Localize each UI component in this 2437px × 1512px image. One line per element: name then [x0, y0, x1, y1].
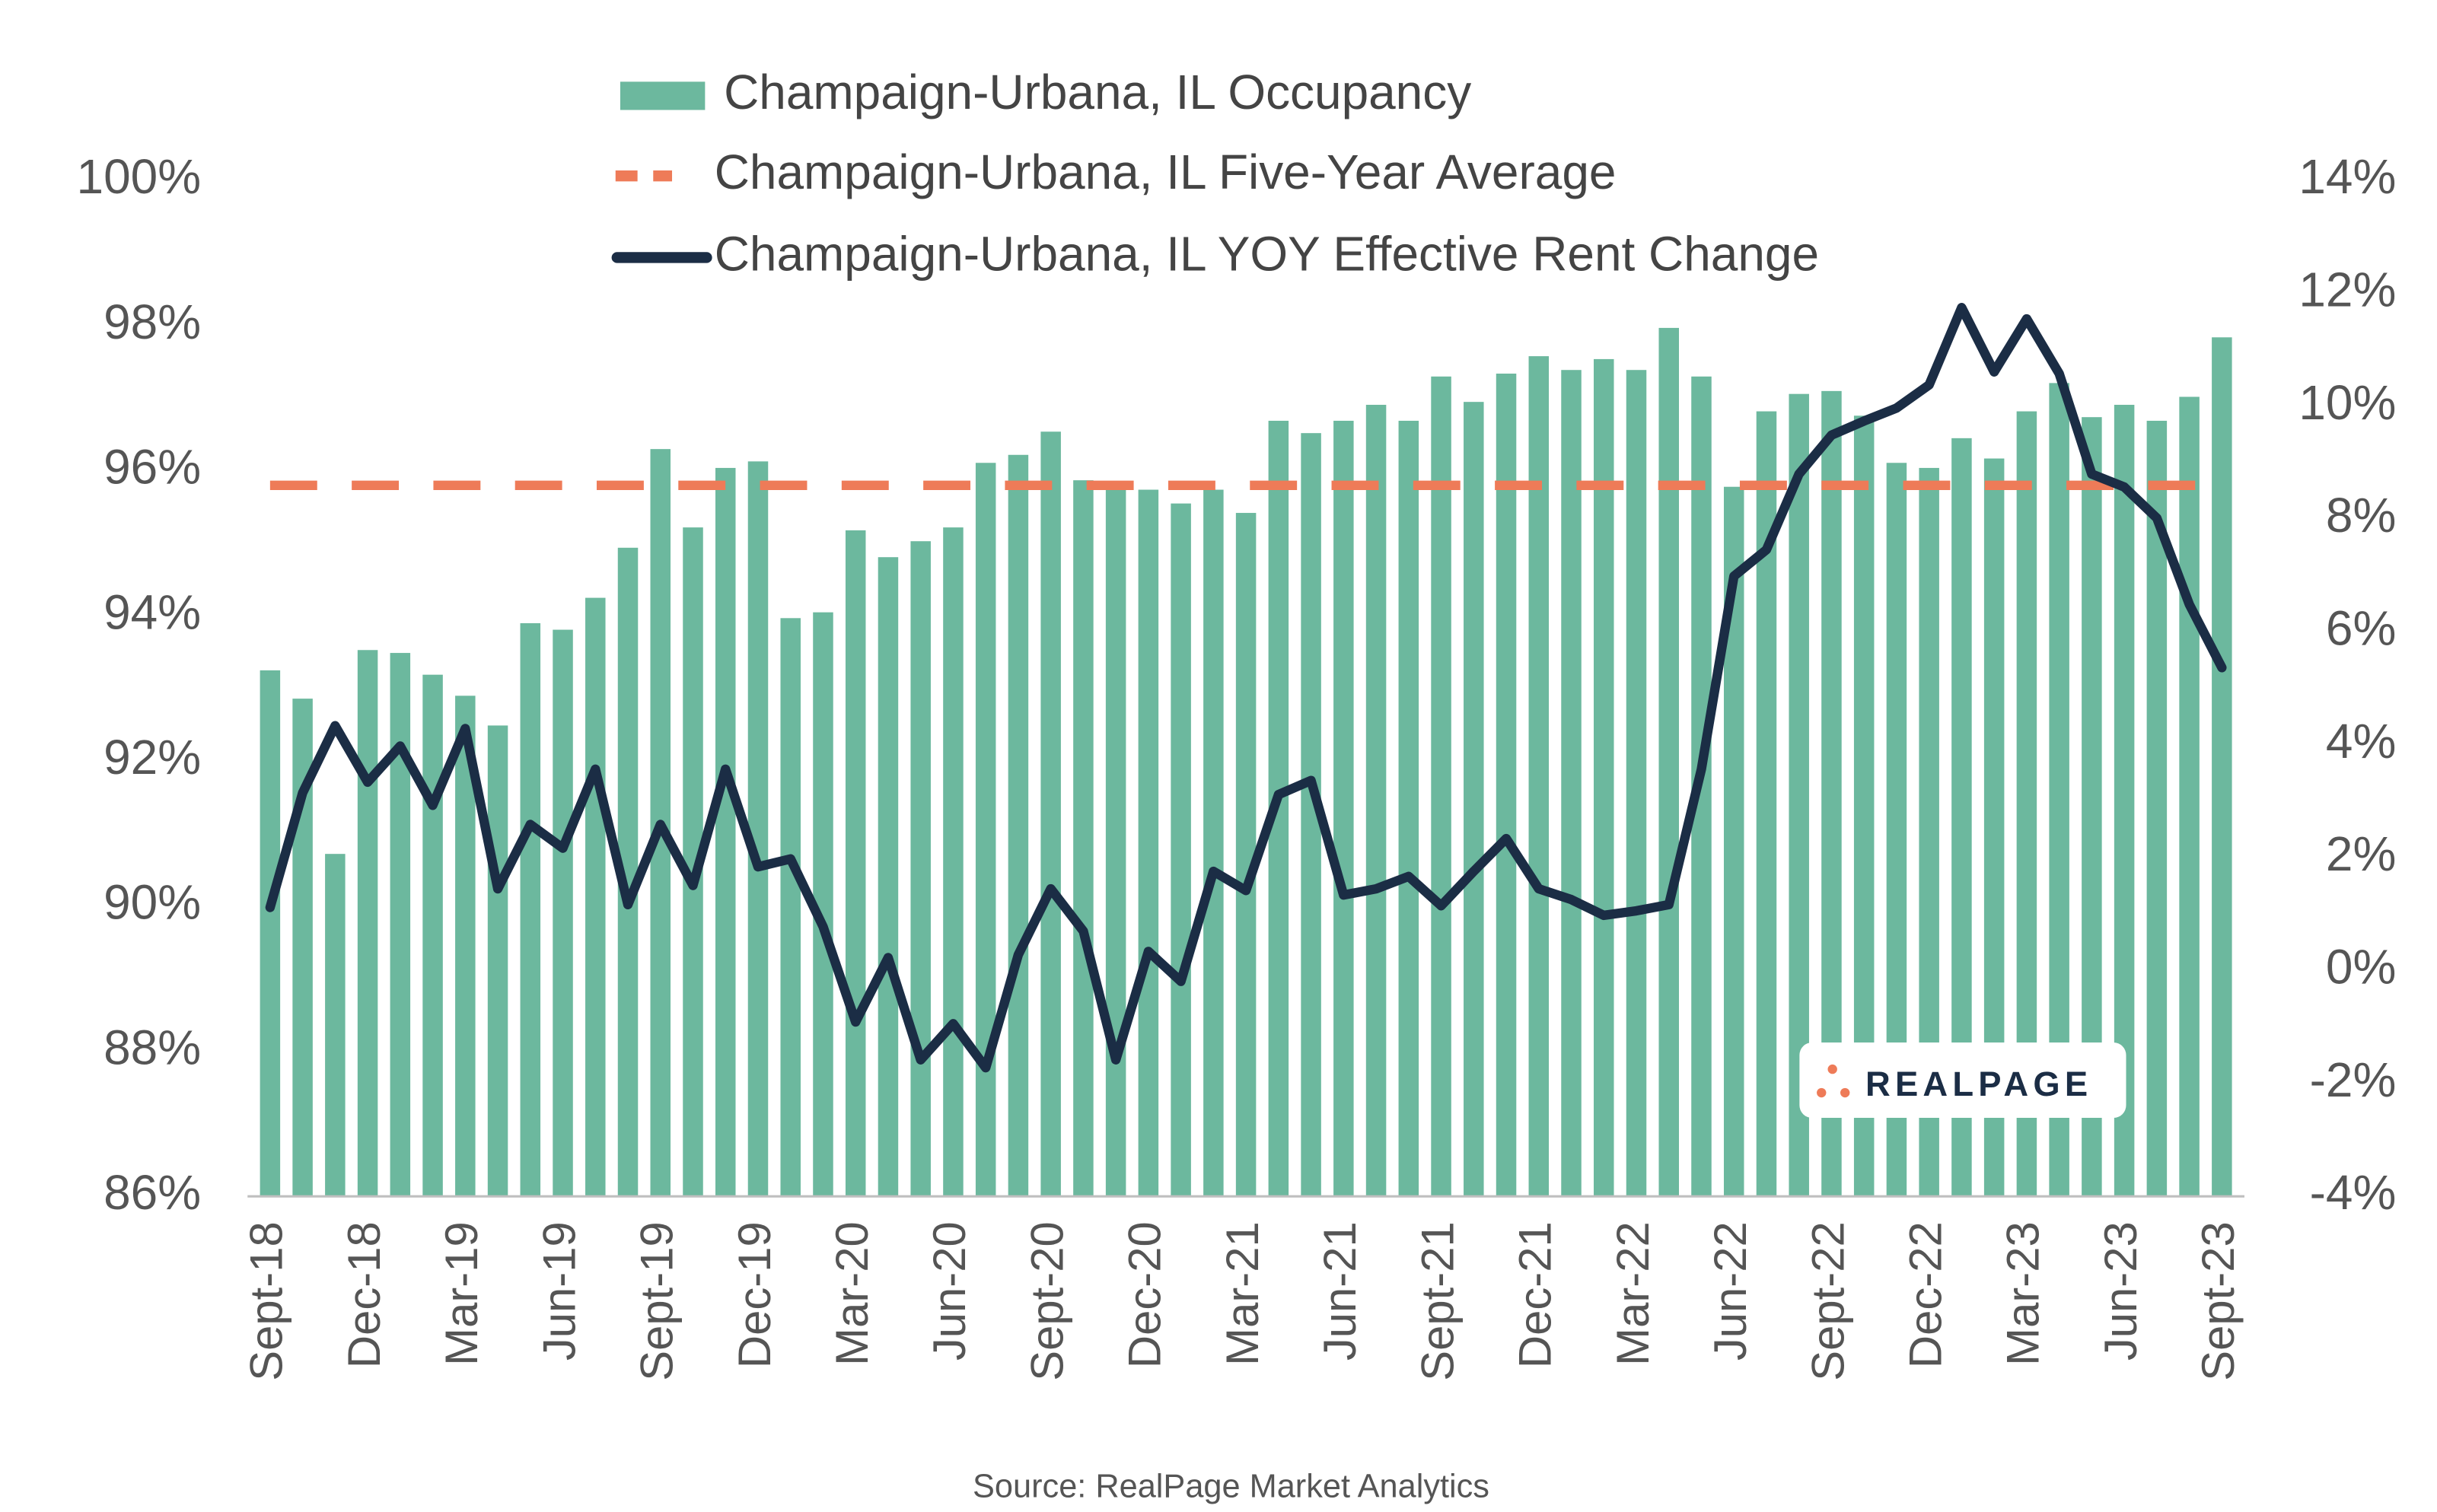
y2-tick-label: 10% [2298, 375, 2396, 430]
y2-tick-label: 8% [2326, 488, 2396, 543]
logo: REALPAGE [1799, 1042, 2126, 1119]
x-tick-label: Jun-21 [1314, 1221, 1365, 1361]
bar [910, 541, 931, 1197]
bar [553, 629, 573, 1197]
x-tick-label: Sept-21 [1412, 1221, 1463, 1381]
x-tick-label: Jun-20 [924, 1221, 975, 1361]
line-series [265, 303, 2227, 1073]
bar [2179, 396, 2200, 1197]
y2-tick-label: 4% [2326, 714, 2396, 769]
y-tick-label: 86% [104, 1165, 201, 1220]
y2-tick-label: 6% [2326, 601, 2396, 656]
bar [975, 463, 996, 1197]
x-tick-label: Mar-22 [1607, 1221, 1658, 1366]
bar [1040, 431, 1061, 1197]
bar [2212, 337, 2232, 1197]
bar [1203, 489, 1224, 1197]
bar [1138, 489, 1159, 1197]
x-tick-label: Mar-20 [827, 1221, 878, 1366]
y-tick-label: 98% [104, 294, 201, 349]
source: Source: RealPage Market Analytics [973, 1468, 1489, 1504]
y-tick-label: 88% [104, 1020, 201, 1074]
y2-tick-label: 0% [2326, 939, 2396, 994]
bar [1235, 513, 1257, 1197]
bar [1398, 420, 1419, 1197]
x-tick-label: Mar-21 [1217, 1221, 1268, 1366]
bar [585, 597, 606, 1197]
x-tick-label: Dec-20 [1120, 1221, 1171, 1368]
x-tick-label: Jun-22 [1705, 1221, 1756, 1361]
bar [357, 650, 378, 1197]
bar [1464, 402, 1484, 1197]
logo-dot [1817, 1087, 1827, 1098]
bar [2146, 420, 2168, 1197]
x-tick-label: Mar-19 [436, 1221, 487, 1366]
y2-tick-label: -4% [2310, 1165, 2397, 1220]
y2-tick-label: 2% [2326, 826, 2396, 881]
x-tick-label: Sept-22 [1802, 1221, 1853, 1381]
legend-label: Champaign-Urbana, IL YOY Effective Rent … [715, 226, 1819, 281]
logo-dot [1827, 1064, 1837, 1074]
y-tick-label: 96% [104, 440, 201, 495]
x-tick-label: Sept-23 [2193, 1221, 2244, 1381]
logo-dot [1840, 1087, 1850, 1098]
bar [1528, 356, 1550, 1197]
bar [1333, 420, 1354, 1197]
x-tick-label: Jun-23 [2095, 1221, 2146, 1361]
bar [1658, 327, 1679, 1197]
x-tick-label: Sept-20 [1021, 1221, 1072, 1381]
bar [487, 725, 508, 1197]
y2-tick-label: 12% [2298, 263, 2396, 317]
bar [780, 618, 801, 1197]
bar [1561, 370, 1582, 1197]
bar [715, 467, 736, 1197]
bar [1496, 373, 1517, 1197]
x-tick-label: Jun-19 [534, 1221, 585, 1361]
x-tick-label: Dec-18 [339, 1221, 390, 1368]
bar [1008, 454, 1029, 1197]
bar [943, 527, 964, 1197]
bar [390, 653, 411, 1197]
bar [1073, 480, 1094, 1197]
bar [422, 674, 443, 1197]
y-tick-label: 100% [77, 149, 202, 204]
plot-area [260, 303, 2232, 1197]
legend-label: Champaign-Urbana, IL Five-Year Average [715, 145, 1617, 199]
x-tick-label: Sept-18 [241, 1221, 292, 1381]
bar [1594, 358, 1614, 1197]
logo-text: REALPAGE [1865, 1065, 2092, 1103]
y-tick-label: 94% [104, 584, 201, 639]
bar [1105, 489, 1126, 1197]
bar [1626, 370, 1647, 1197]
y2-tick-label: 14% [2298, 149, 2396, 204]
x-tick-label: Sept-19 [632, 1221, 683, 1381]
bar [1431, 376, 1451, 1197]
x-tick-label: Dec-21 [1510, 1221, 1561, 1368]
bar [747, 461, 769, 1197]
bar [845, 530, 866, 1197]
y-tick-label: 92% [104, 730, 201, 785]
bar [878, 557, 899, 1197]
bar [260, 670, 281, 1197]
x-tick-label: Dec-19 [729, 1221, 780, 1368]
y2-tick-label: -2% [2310, 1052, 2397, 1107]
x-tick-label: Mar-23 [1998, 1221, 2049, 1366]
y-tick-label: 90% [104, 875, 201, 930]
bar [520, 622, 541, 1197]
legend-swatch [620, 81, 706, 110]
logo-box [1799, 1042, 2126, 1119]
x-tick-label: Dec-22 [1900, 1221, 1951, 1368]
bar [1365, 404, 1387, 1197]
bar [1171, 503, 1191, 1197]
legend-label: Champaign-Urbana, IL Occupancy [724, 65, 1471, 119]
bar [325, 854, 346, 1197]
